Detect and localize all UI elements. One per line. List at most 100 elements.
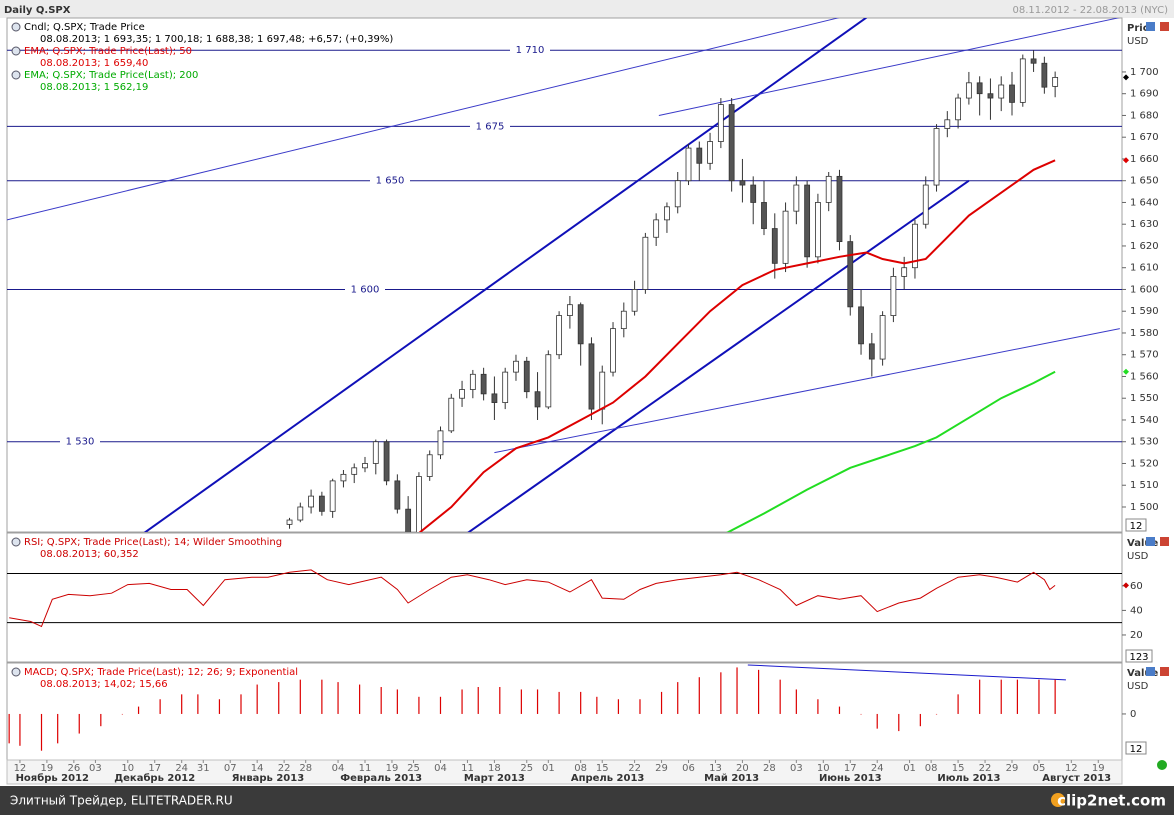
candle-body [469,373,476,390]
last-value-marker [1123,74,1129,81]
x-axis-band [6,759,1123,785]
histogram-bar [137,706,140,714]
x-tick-label: 29 [1006,763,1019,774]
level-label: 1 600 [351,284,380,295]
month-label: Март 2013 [464,773,525,784]
y-tick-label: 1 560 [1130,371,1159,382]
candle-body [480,373,487,395]
x-tick-label: 25 [520,763,533,774]
legend-last: 08.08.2013; 14,02; 15,66 [40,679,168,690]
candle-body [523,360,530,393]
histogram-bar [19,713,21,746]
legend-last: 08.08.2013; 1 659,40 [40,58,148,69]
histogram-bar [758,669,760,714]
trend-line [143,18,868,532]
level-label: 1 675 [476,121,505,132]
last-value-marker [1123,157,1129,164]
histogram-bar [580,691,582,714]
candle-body [1009,84,1015,103]
candle-body [405,508,412,532]
panel-close[interactable] [1160,667,1169,676]
x-tick-label: 14 [251,763,264,774]
candle-body [372,441,379,464]
histogram-bar [677,682,679,714]
candle-body [815,202,821,258]
x-tick-label: 22 [979,763,992,774]
histogram-bar [558,691,560,714]
histogram-bar [639,699,641,714]
y-tick-label: 1 540 [1130,415,1159,426]
candle-body [901,267,908,277]
x-tick-label: 17 [148,763,161,774]
watermark-icon [1051,793,1065,807]
histogram-bar [698,677,700,714]
legend-name: EMA; Q.SPX; Trade Price(Last); 200 [24,70,198,81]
x-tick-label: 01 [903,763,916,774]
panel-button[interactable] [1146,537,1155,546]
candle-body [545,354,552,408]
month-label: Июнь 2013 [819,773,882,784]
y-tick-label: 40 [1130,605,1143,616]
y-tick-label: 1 690 [1130,89,1159,100]
y-tick-label: 1 570 [1130,350,1159,361]
month-label: Апрель 2013 [571,773,645,784]
y-axis-label: Value [1127,668,1158,679]
panel-button[interactable] [1146,667,1155,676]
y-tick-label: 1 670 [1130,132,1159,143]
x-tick-label: 24 [871,763,884,774]
panel-close[interactable] [1160,22,1169,31]
candle-body [761,202,767,229]
y-tick-label: 1 600 [1130,284,1159,295]
candle-body [491,393,498,403]
legend-icon [11,70,21,80]
histogram-bar [860,713,862,715]
legend-icon [11,537,21,547]
y-tick-label: 1 530 [1130,437,1159,448]
y-axis-unit: USD [1127,36,1149,47]
y-axis-label: Value [1127,538,1158,549]
x-tick-label: 19 [386,763,399,774]
series-line [418,159,1056,532]
candle-body [1030,58,1037,64]
candle-body [771,228,778,264]
x-tick-label: 12 [14,763,27,774]
y-tick-label: 1 620 [1130,241,1159,252]
candle-body [728,104,735,182]
candle-body [976,82,983,95]
x-tick-label: 05 [1033,763,1046,774]
x-tick-label: 22 [278,763,291,774]
x-tick-label: 04 [434,763,447,774]
candle-body [750,184,757,203]
candle-body [631,289,638,312]
plot-area: 1 710 1 675 1 650 1 600 1 530 [7,18,1122,532]
plot-area [8,664,1066,751]
histogram-bar [461,689,463,714]
month-label: Февраль 2013 [340,773,422,784]
legend-name: MACD; Q.SPX; Trade Price(Last); 12; 26; … [24,667,298,678]
candle-body [318,495,325,512]
rsi-box [1125,649,1153,663]
histogram-bar [181,694,183,714]
x-tick-label: 10 [817,763,830,774]
histogram-bar [779,679,781,714]
candle-body [448,397,455,432]
watermark: clip2net.com [1057,792,1166,810]
rsi-box-label: 123 [1129,652,1148,663]
candle-body [566,304,573,316]
last-value-marker [1123,582,1129,589]
histogram-bar [337,682,339,714]
level-label-bg [60,435,100,448]
y-tick-label: 1 650 [1130,176,1159,187]
histogram-bar [499,687,501,714]
month-label: Декабрь 2012 [114,772,195,784]
x-tick-label: 22 [628,763,641,774]
panel-close[interactable] [1160,537,1169,546]
candle-body [922,184,929,225]
level-label-bg [510,44,550,57]
candle-body [383,441,390,482]
x-tick-label: 18 [488,763,501,774]
panel-button[interactable] [1146,22,1155,31]
candle-body [1041,62,1048,88]
histogram-bar [736,667,738,714]
